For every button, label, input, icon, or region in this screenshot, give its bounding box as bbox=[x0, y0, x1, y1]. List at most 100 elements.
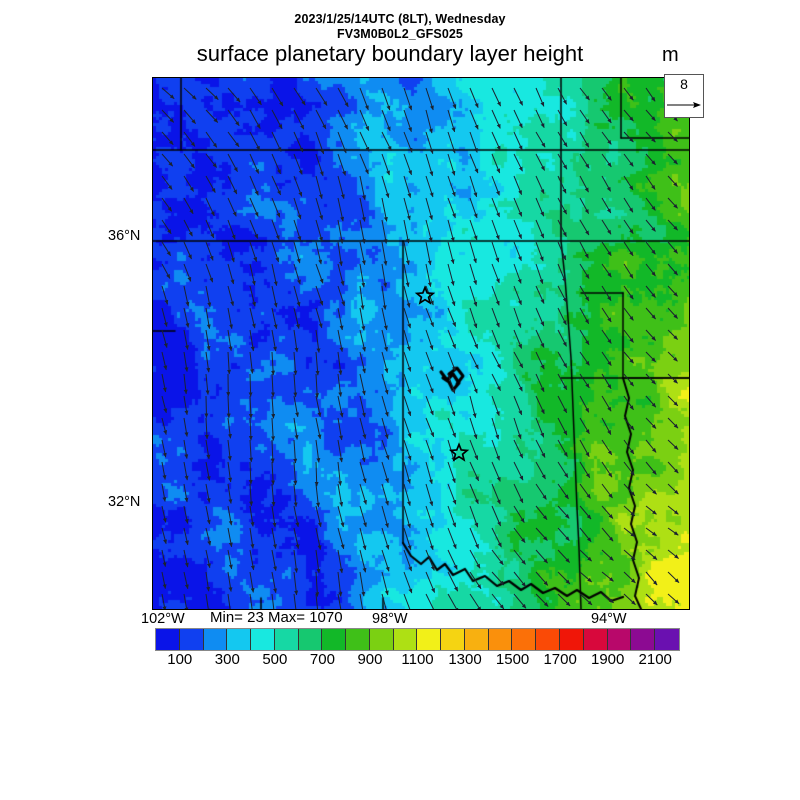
wind-vector bbox=[381, 87, 391, 111]
map-plot-area[interactable] bbox=[152, 77, 690, 610]
colorbar-swatch bbox=[417, 629, 442, 650]
wind-vector bbox=[491, 263, 500, 284]
wind-vector bbox=[249, 505, 255, 527]
wind-vector bbox=[447, 395, 456, 417]
wind-vector bbox=[469, 329, 479, 349]
wind-vector bbox=[183, 461, 189, 481]
wind-vector bbox=[491, 439, 500, 461]
wind-vector bbox=[667, 307, 678, 319]
wind-vector bbox=[337, 461, 343, 486]
wind-vector bbox=[645, 263, 656, 277]
wind-vector bbox=[271, 527, 277, 549]
wind-vector bbox=[403, 593, 411, 609]
wind-vector bbox=[161, 197, 173, 212]
colorbar-swatch bbox=[488, 629, 513, 650]
wind-vector bbox=[161, 153, 174, 167]
wind-vector bbox=[381, 461, 389, 483]
wind-vector bbox=[645, 241, 656, 255]
wind-vector bbox=[271, 329, 277, 352]
wind-vector bbox=[315, 593, 318, 609]
wind-vector bbox=[579, 219, 590, 236]
wind-vector bbox=[645, 549, 658, 560]
wind-vector bbox=[403, 241, 410, 266]
wind-vector bbox=[205, 527, 212, 546]
wind-vector bbox=[513, 571, 527, 587]
wind-vector bbox=[601, 549, 614, 561]
wind-vector bbox=[381, 175, 390, 198]
colorbar[interactable] bbox=[155, 628, 680, 651]
wind-vector bbox=[491, 285, 500, 306]
wind-vector bbox=[557, 373, 568, 391]
wind-vector bbox=[579, 153, 590, 169]
wind-vector bbox=[601, 109, 612, 124]
wind-vector bbox=[205, 483, 211, 503]
wind-vector bbox=[425, 549, 435, 571]
wind-vector bbox=[601, 329, 612, 344]
colorbar-swatch bbox=[203, 629, 228, 650]
wind-vector bbox=[270, 439, 275, 464]
wind-vector bbox=[403, 549, 412, 572]
wind-vector bbox=[293, 175, 303, 197]
wind-vector bbox=[447, 417, 456, 438]
lat-label-36n: 36°N bbox=[108, 228, 141, 244]
wind-vector bbox=[513, 505, 525, 523]
wind-vector bbox=[579, 461, 591, 479]
colorbar-swatch bbox=[369, 629, 394, 650]
colorbar-tick-label: 1900 bbox=[590, 651, 625, 668]
wind-vector bbox=[557, 527, 570, 542]
wind-vector bbox=[601, 505, 614, 519]
wind-vector bbox=[535, 351, 545, 370]
wind-vector bbox=[227, 527, 233, 548]
wind-vector bbox=[205, 351, 211, 373]
wind-vector bbox=[579, 593, 593, 606]
wind-vector bbox=[601, 417, 612, 435]
wind-vector bbox=[425, 373, 434, 394]
wind-vector bbox=[447, 131, 456, 154]
wind-vector bbox=[513, 153, 523, 172]
wind-vector bbox=[381, 549, 390, 572]
wind-vector bbox=[601, 263, 612, 278]
wind-vector bbox=[271, 395, 276, 419]
wind-vector bbox=[337, 241, 343, 267]
wind-vector bbox=[337, 87, 349, 108]
wind-vector bbox=[601, 153, 612, 168]
wind-vector bbox=[161, 373, 167, 393]
wind-vector bbox=[425, 219, 433, 243]
station-star-north[interactable] bbox=[414, 285, 436, 305]
wind-vector bbox=[359, 219, 366, 244]
wind-vector bbox=[337, 263, 345, 286]
wind-vector bbox=[248, 373, 253, 397]
wind-vector bbox=[623, 593, 636, 606]
wind-vector bbox=[248, 461, 253, 485]
wind-vector bbox=[645, 439, 657, 453]
wind-vector bbox=[447, 571, 459, 592]
wind-vector bbox=[579, 307, 590, 324]
wind-vector bbox=[315, 131, 325, 155]
wind-vector bbox=[359, 373, 366, 396]
wind-vector bbox=[249, 109, 261, 129]
wind-vector bbox=[337, 417, 343, 441]
station-star-south[interactable] bbox=[448, 442, 470, 462]
wind-vector bbox=[359, 439, 366, 463]
wind-vector bbox=[645, 483, 657, 495]
wind-vector bbox=[271, 241, 280, 263]
wind-vector bbox=[359, 175, 366, 200]
wind-vector bbox=[271, 483, 276, 507]
wind-vector bbox=[513, 109, 523, 129]
wind-vector bbox=[315, 175, 323, 199]
wind-vector bbox=[447, 285, 456, 307]
wind-vector bbox=[271, 109, 283, 130]
wind-vector bbox=[425, 175, 434, 198]
wind-vector bbox=[513, 219, 522, 239]
wind-vector bbox=[249, 439, 254, 463]
wind-vector bbox=[623, 483, 636, 497]
wind-vector bbox=[535, 285, 545, 304]
wind-vector bbox=[403, 153, 412, 176]
colorbar-tick-label: 2100 bbox=[638, 651, 672, 668]
wind-vector bbox=[403, 505, 411, 529]
wind-vector bbox=[161, 109, 175, 123]
wind-vector bbox=[183, 527, 189, 546]
colorbar-tick-labels: 100 300 500 700 900 1100 1300 1500 1700 1900 2100 bbox=[0, 651, 800, 671]
wind-vector bbox=[535, 109, 545, 128]
wind-vector bbox=[337, 131, 347, 154]
